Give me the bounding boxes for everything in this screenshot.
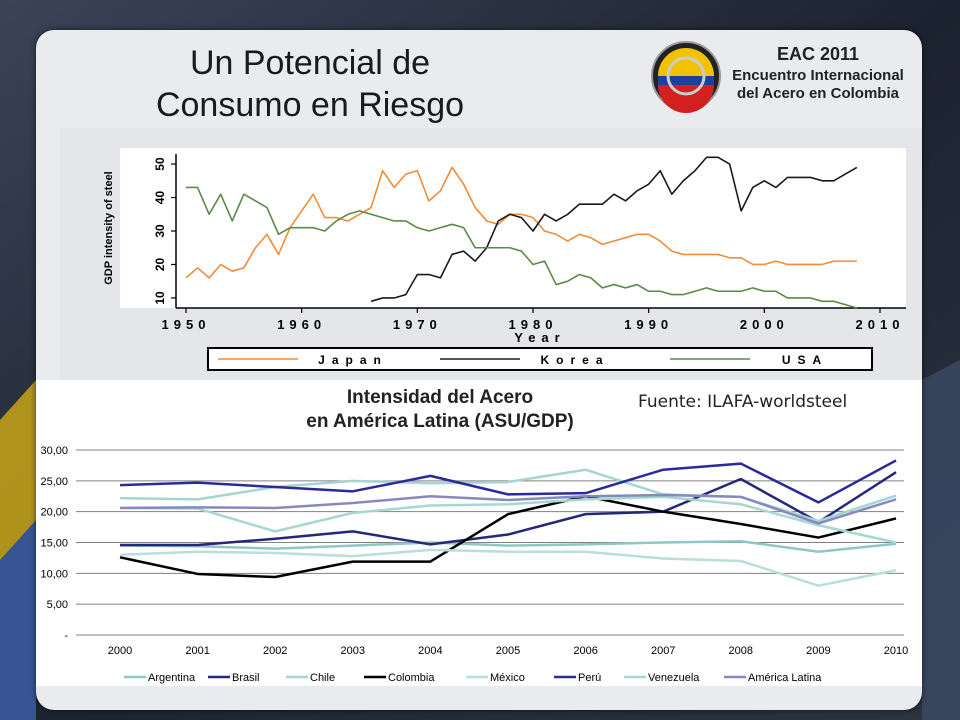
chart1-x-tick-label: 1950 [162,317,211,332]
chart2-y-tick-label: - [64,630,68,642]
chart2: - 5,00 10,00 15,00 20,00 25,00 30,00 2000 2001 2… [40,445,908,684]
chart2-y-tick-label: 15,00 [40,538,68,550]
chart2-y-tick-label: 20,00 [40,507,68,519]
chart2-title: Intensidad del Acero en América Latina (… [190,386,690,434]
chart2-legend-label: México [490,672,525,684]
chart2-series-peru [119,459,897,504]
chart2-series-america-latina [119,493,897,525]
chart2-title-line-1: Intensidad del Acero [346,387,534,408]
chart2-x-tick-label: 2005 [496,645,520,657]
chart2-x-tick-label: 2010 [884,645,908,657]
chart1-series-korea [370,156,858,303]
chart2-y-tick-label: 10,00 [40,568,68,580]
chart2-title-line-2: en América Latina (ASU/GDP) [306,411,574,432]
logo-line-1: EAC 2011 [777,44,859,64]
chart1-y-axis-label: GDP intensity of steel [103,171,115,285]
chart2-x-tick-label: 2002 [263,645,287,657]
chart1-series-usa [186,186,858,309]
slide-title-line-2: Consumo en Riesgo [155,86,465,124]
chart1-y-tick-label: 10 [153,291,167,305]
slide-title-line-1: Un Potencial de [189,44,431,82]
chart2-y-tick-label: 25,00 [40,476,68,488]
chart1-x-tick-label: 2010 [856,317,905,332]
chart2-series-argentina [119,540,897,553]
chart1-x-tick-label: 1990 [624,317,673,332]
chart1-series-japan [185,166,857,279]
chart1: 1950 1960 1970 1980 1990 2000 2010 1020304050 … [68,144,910,371]
chart2-series-colombia [119,495,897,579]
chart2-legend-label: Colombia [388,672,435,684]
chart2-series-brasil [120,471,897,547]
eac-logo: EAC 2011 Encuentro Internacional del Ace… [651,41,904,113]
chart1-y-tick-label: 20 [153,257,167,271]
chart1-x-tick-label: 1960 [277,317,326,332]
chart2-x-tick-label: 2007 [651,645,675,657]
chart1-y-tick-label: 40 [153,191,167,205]
logo-line-2: Encuentro Internacional [732,67,904,84]
logo-line-3: del Acero en Colombia [737,85,900,102]
chart2-series-mexico [119,548,897,587]
chart2-legend-label: Chile [310,672,335,684]
chart2-legend-label: Venezuela [648,672,700,684]
chart2-x-tick-label: 2006 [573,645,597,657]
chart2-x-tick-label: 2009 [806,645,830,657]
chart1-y-tick-label: 30 [153,224,167,238]
chart1-legend-label: Japan [318,353,388,367]
chart2-legend-label: América Latina [748,672,822,684]
source-note: Fuente: ILAFA-worldsteel [638,392,848,412]
chart2-series-venezuela [119,495,897,544]
chart2-legend-label: Brasil [232,672,260,684]
slide-title: Un Potencial de Consumo en Riesgo [120,42,500,126]
chart2-x-tick-label: 2008 [729,645,753,657]
chart2-legend-label: Perú [578,672,601,684]
chart2-x-tick-label: 2001 [185,645,209,657]
chart2-legend-label: Argentina [148,672,196,684]
chart2-x-tick-label: 2003 [341,645,365,657]
chart1-x-axis-label: Year [514,330,565,345]
chart2-x-tick-label: 2004 [418,645,442,657]
chart1-x-tick-label: 1980 [509,317,558,332]
chart1-x-tick-label: 2000 [740,317,789,332]
chart1-legend-label: USA [782,353,828,367]
chart1-legend-label: Korea [540,353,609,367]
chart1-y-tick-label: 50 [153,157,167,171]
chart1-x-tick-label: 1970 [393,317,442,332]
chart2-x-tick-label: 2000 [108,645,132,657]
chart2-y-tick-label: 30,00 [40,445,68,457]
chart2-y-tick-label: 5,00 [47,599,68,611]
